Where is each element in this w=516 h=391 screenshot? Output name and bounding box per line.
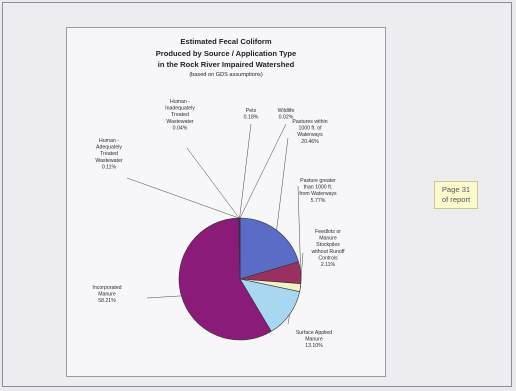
pie-label-value-0: 20.46% bbox=[301, 139, 319, 145]
pie-label-line-5: Wastewater bbox=[95, 158, 122, 164]
pie-label-2: Feedlots or Manure Stockpiles without Runof… bbox=[311, 229, 345, 268]
pie-label-value-7: 0.18% bbox=[244, 115, 259, 121]
pie-label-line-4: Incorporated bbox=[92, 285, 121, 291]
pie-leader-line-7 bbox=[239, 123, 252, 219]
pie-label-line-5: Human - bbox=[99, 138, 119, 144]
pie-label-line-1: than 1000 ft. bbox=[304, 185, 333, 191]
pie-leader-line-6 bbox=[186, 147, 240, 219]
chart-title-line-1: Estimated Fecal Coliform bbox=[180, 37, 272, 46]
pie-label-line-0: Waterways bbox=[297, 132, 323, 138]
pie-label-line-2: Stockpiles bbox=[316, 242, 340, 248]
chart-subtitle: (based on GDS assumptions) bbox=[189, 71, 263, 78]
pie-label-line-4: Manure bbox=[98, 292, 116, 298]
pie-leader-line-8 bbox=[239, 123, 287, 219]
pie-label-6: Human -Inadequately Treated Wastewater 0.04… bbox=[165, 99, 195, 131]
slide: Estimated Fecal Coliform Produced by Sou… bbox=[2, 2, 512, 387]
chart-title-line-2: Produced by Source / Application Type bbox=[155, 48, 297, 58]
pie-label-line-7: Pets bbox=[246, 108, 257, 114]
pie-label-line-3: Manure bbox=[305, 337, 323, 343]
pie-label-value-4: 58.21% bbox=[98, 298, 116, 304]
pie-label-line-2: Manure bbox=[319, 236, 337, 242]
pie-label-value-3: 13.10% bbox=[305, 343, 323, 349]
page-reference-note: Page 31 of report bbox=[434, 181, 478, 209]
pie-leader-line-3 bbox=[287, 314, 290, 325]
pie-label-1: Pasture greater than 1000 ft. from Waterwa… bbox=[299, 178, 337, 204]
pie-label-3: Surface Applied Manure 13.10% bbox=[296, 330, 332, 349]
pie-label-8: Wildlife 0.02% bbox=[278, 108, 295, 121]
page-reference-line-2: of report bbox=[441, 195, 471, 204]
pie-label-line-6: Inadequately bbox=[165, 106, 195, 112]
pie-chart: Pastures within 1000 ft. of Waterways 20.46… bbox=[92, 99, 345, 349]
chart-title: Estimated Fecal Coliform Produced by Sou… bbox=[67, 36, 385, 79]
pie-slice-4 bbox=[178, 217, 272, 341]
chart-frame: Estimated Fecal Coliform Produced by Sou… bbox=[66, 27, 386, 377]
pie-label-line-2: without Runoff bbox=[311, 249, 345, 255]
pie-label-line-0: Pastures within bbox=[292, 119, 327, 125]
pie-label-line-1: from Waterways bbox=[299, 191, 337, 197]
pie-label-value-1: 5.77% bbox=[311, 198, 326, 204]
pie-label-value-2: 2.11% bbox=[321, 262, 336, 268]
pie-leader-line-2 bbox=[300, 252, 304, 288]
pie-label-line-6: Wastewater bbox=[166, 119, 193, 125]
pie-label-line-2: Controls bbox=[318, 255, 338, 261]
pie-leader-line-4 bbox=[146, 295, 182, 299]
pie-label-line-3: Surface Applied bbox=[296, 330, 332, 336]
pie-label-value-8: 0.02% bbox=[279, 115, 294, 121]
chart-title-line-3: in the Rock River Impaired Watershed bbox=[157, 60, 295, 69]
pie-label-value-6: 0.04% bbox=[173, 125, 188, 131]
pie-label-line-6: Treated bbox=[171, 112, 189, 118]
pie-label-line-6: Human - bbox=[170, 99, 190, 105]
pie-label-line-5: Treated bbox=[100, 151, 118, 157]
pie-slice-0 bbox=[239, 217, 299, 280]
pie-label-5: Human -Adequately Treated Wastewater 0.11% bbox=[95, 138, 122, 170]
pie-label-line-5: Adequately bbox=[96, 145, 122, 151]
pie-label-0: Pastures within 1000 ft. of Waterways 20.46… bbox=[292, 119, 327, 145]
pie-label-7: Pets 0.18% bbox=[244, 108, 259, 121]
pie-label-line-1: Pasture greater bbox=[300, 178, 336, 184]
pie-leader-line-0 bbox=[276, 137, 289, 231]
pie-label-4: Incorporated Manure 58.21% bbox=[92, 285, 121, 304]
pie-label-line-2: Feedlots or bbox=[315, 229, 341, 235]
page-reference-line-1: Page 31 bbox=[441, 185, 471, 194]
pie-label-line-8: Wildlife bbox=[278, 108, 295, 114]
pie-label-line-0: 1000 ft. of bbox=[298, 126, 322, 132]
pie-leader-line-5 bbox=[126, 177, 239, 219]
pie-label-value-5: 0.11% bbox=[102, 164, 117, 170]
pie-leader-line-1 bbox=[297, 185, 301, 273]
